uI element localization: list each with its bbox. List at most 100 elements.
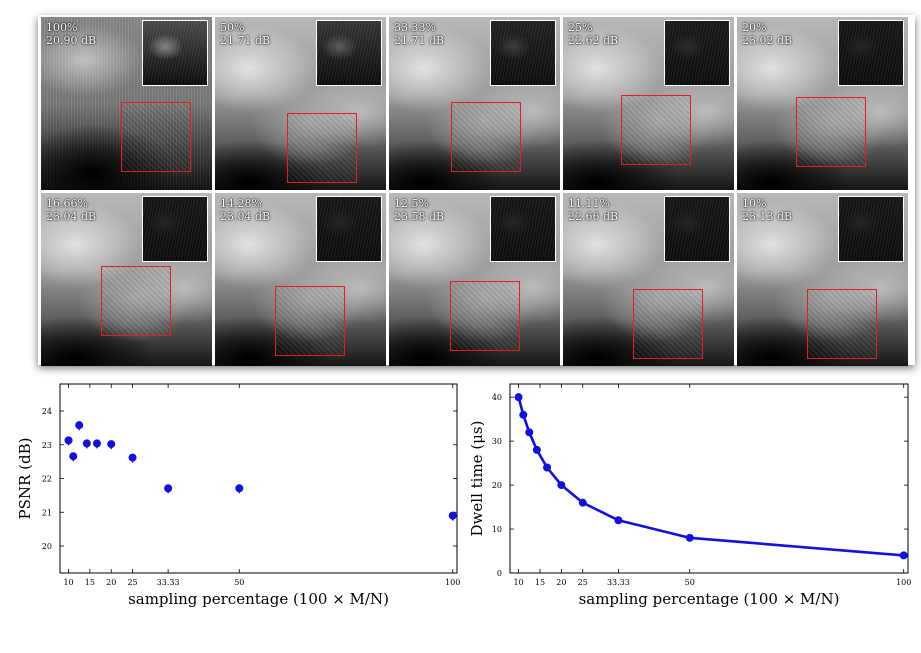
y-tick-label: 0 — [497, 569, 502, 578]
sampling-percentage-label: 33.33% — [394, 21, 436, 34]
inset-image — [490, 196, 556, 262]
data-point — [235, 484, 244, 493]
roi-box — [451, 102, 521, 172]
x-axis-label: sampling percentage (100 × M/N) — [579, 590, 840, 608]
data-point — [557, 481, 566, 490]
x-tick-label: 10 — [63, 578, 73, 587]
psnr-value-label: 22.62 dB — [568, 34, 619, 47]
series-line — [517, 396, 904, 557]
x-tick-label: 25 — [127, 578, 137, 587]
inset-image — [316, 20, 382, 86]
y-axis-label: Dwell time (μs) — [468, 421, 486, 537]
reconstruction-tile: 16.66% 23.04 dB — [41, 193, 212, 366]
inset-image — [490, 20, 556, 86]
roi-box — [101, 266, 171, 336]
reconstruction-tile: 33.33% 21.71 dB — [389, 17, 560, 190]
roi-box — [275, 286, 345, 356]
inset-image — [664, 20, 730, 86]
y-tick-label: 40 — [492, 393, 502, 402]
x-tick-label: 25 — [578, 578, 588, 587]
sampling-percentage-label: 16.66% — [46, 197, 88, 210]
x-tick-label: 10 — [513, 578, 523, 587]
y-axis-label: PSNR (dB) — [16, 438, 34, 520]
reconstruction-tile: 10% 23.13 dB — [737, 193, 908, 366]
x-tick-label: 100 — [896, 578, 911, 587]
reconstruction-tile: 14.28% 23.04 dB — [215, 193, 386, 366]
y-tick-label: 20 — [42, 542, 52, 551]
inset-image — [316, 196, 382, 262]
inset-image — [664, 196, 730, 262]
psnr-value-label: 23.02 dB — [742, 34, 793, 47]
psnr-value-label: 21.71 dB — [394, 34, 445, 47]
data-point — [514, 393, 523, 402]
sampling-percentage-label: 100% — [46, 21, 78, 34]
psnr-value-label: 20.90 dB — [46, 34, 97, 47]
x-tick-label: 15 — [535, 578, 545, 587]
roi-box — [796, 97, 866, 167]
sampling-percentage-label: 25% — [568, 21, 593, 34]
psnr-value-label: 23.04 dB — [46, 210, 97, 223]
data-point — [899, 551, 908, 560]
y-tick-label: 24 — [42, 407, 52, 416]
x-tick-label: 15 — [85, 578, 95, 587]
data-point — [92, 439, 101, 448]
psnr-value-label: 23.04 dB — [220, 210, 271, 223]
psnr-value-label: 23.58 dB — [394, 210, 445, 223]
data-point — [543, 463, 552, 472]
data-point — [107, 440, 116, 449]
x-axis-label: sampling percentage (100 × M/N) — [128, 590, 389, 608]
sampling-percentage-label: 14.28% — [220, 197, 262, 210]
reconstruction-tile: 100% 20.90 dB — [41, 17, 212, 190]
y-tick-label: 21 — [42, 508, 52, 517]
data-point — [614, 516, 623, 525]
x-tick-label: 33.33 — [157, 578, 180, 587]
sampling-percentage-label: 20% — [742, 21, 767, 34]
plot-frame — [509, 383, 909, 574]
x-tick-label: 20 — [106, 578, 116, 587]
data-point — [82, 439, 91, 448]
psnr-value-label: 22.66 dB — [568, 210, 619, 223]
psnr-chart: 10 15 20 25 33.33 50 100 20 21 22 23 24 sampling per… — [16, 378, 463, 623]
reconstruction-tile: 20% 23.02 dB — [737, 17, 908, 190]
data-point — [164, 484, 173, 493]
dwell-time-chart: 10 15 20 25 33.33 50 100 0 10 20 30 40 sampling perc… — [468, 378, 915, 623]
x-tick-label: 20 — [556, 578, 566, 587]
x-tick-label: 50 — [685, 578, 695, 587]
data-point — [448, 511, 457, 520]
reconstruction-tile: 11.11% 22.66 dB — [563, 193, 734, 366]
y-tick-label: 20 — [492, 481, 502, 490]
inset-image — [838, 20, 904, 86]
roi-box — [621, 95, 691, 165]
inset-image — [142, 20, 208, 86]
data-point — [578, 498, 587, 507]
data-point — [685, 533, 694, 542]
y-tick-label: 23 — [42, 441, 52, 450]
reconstruction-image-grid: 100% 20.90 dB 50% 21.71 dB 33.33% 21.71 dB 25%… — [38, 15, 915, 366]
x-tick-label: 100 — [445, 578, 460, 587]
roi-box — [807, 289, 877, 359]
data-point — [75, 421, 84, 430]
psnr-value-label: 21.71 dB — [220, 34, 271, 47]
y-tick-label: 30 — [492, 437, 502, 446]
sampling-percentage-label: 12.5% — [394, 197, 429, 210]
roi-box — [121, 102, 191, 172]
reconstruction-tile: 25% 22.62 dB — [563, 17, 734, 190]
data-point — [128, 453, 137, 462]
sampling-percentage-label: 50% — [220, 21, 245, 34]
x-tick-label: 50 — [234, 578, 244, 587]
sampling-percentage-label: 11.11% — [568, 197, 610, 210]
reconstruction-tile: 12.5% 23.58 dB — [389, 193, 560, 366]
data-point — [64, 436, 73, 445]
roi-box — [633, 289, 703, 359]
psnr-value-label: 23.13 dB — [742, 210, 793, 223]
inset-image — [838, 196, 904, 262]
plot-frame — [59, 383, 458, 574]
x-tick-label: 33.33 — [607, 578, 630, 587]
data-point — [525, 428, 534, 437]
roi-box — [450, 281, 520, 351]
inset-image — [142, 196, 208, 262]
reconstruction-tile: 50% 21.71 dB — [215, 17, 386, 190]
y-tick-label: 22 — [42, 475, 52, 484]
roi-box — [287, 113, 357, 183]
data-point — [69, 452, 78, 461]
